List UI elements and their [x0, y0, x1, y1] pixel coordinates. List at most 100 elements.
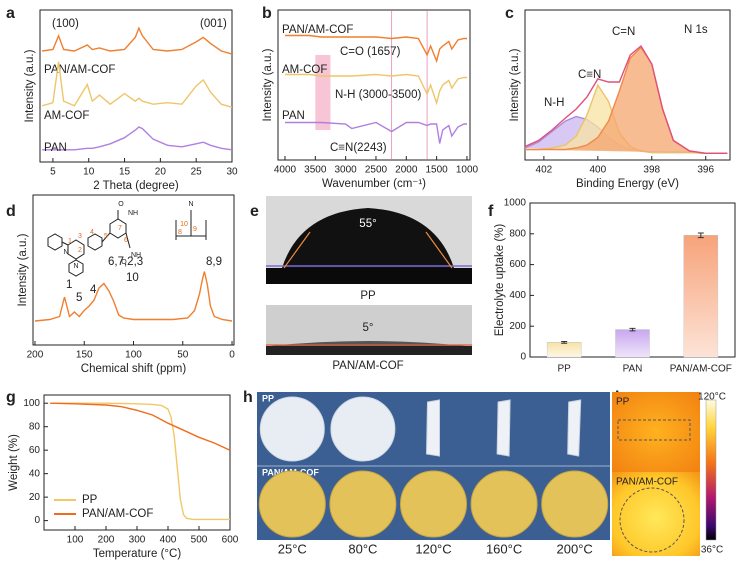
- annotation: (100): [52, 18, 79, 30]
- x-tick-label: 600: [222, 535, 239, 546]
- tangent: [283, 231, 311, 269]
- sample-outline: [619, 487, 685, 553]
- sample-cof: [329, 470, 397, 538]
- panel-label: g: [6, 389, 16, 406]
- x-axis-label: Chemical shift (ppm): [81, 363, 187, 375]
- bond: [61, 241, 69, 246]
- structure-label: O: [118, 201, 124, 208]
- line: [34, 271, 233, 322]
- chart-a: a 5 10 15 20 25 30 2 Theta (degree) Intensity (a…: [6, 5, 238, 192]
- colorbar-label: 36°C: [701, 545, 723, 556]
- x-tick-label: 3000: [335, 165, 358, 176]
- bond: [125, 232, 131, 249]
- ring: [47, 233, 63, 251]
- plot-frame: [32, 194, 235, 346]
- structure-label: N: [63, 249, 68, 256]
- photo-i: i PP PAN/AM-COF 120°C 36°C: [612, 389, 726, 556]
- plot-frame: [277, 9, 471, 161]
- x-tick-label: 400: [589, 165, 606, 176]
- structure-label: 1: [68, 238, 72, 245]
- structure-label: 10: [180, 221, 188, 228]
- sample-cof: [258, 470, 326, 538]
- x-tick-label: 100: [67, 535, 84, 546]
- y-axis-label: Weight (%): [8, 434, 20, 491]
- temperature-label: 80°C: [348, 541, 377, 556]
- photo-e: e 55° PP 5° PAN/AM-COF: [250, 196, 472, 372]
- annotation: 8,9: [206, 256, 222, 268]
- series-label: PAN: [44, 142, 67, 154]
- y-tick-label: 1000: [504, 198, 527, 209]
- x-tick-label: 200: [27, 350, 44, 361]
- bond: [101, 232, 111, 243]
- x-tick-label: 4000: [274, 165, 297, 176]
- x-axis-label: Binding Energy (eV): [576, 178, 679, 190]
- x-tick-label: 396: [697, 165, 714, 176]
- series-label: C≡N: [578, 69, 601, 81]
- annotation: N-H (3000-3500): [335, 89, 421, 101]
- series-label: C=N: [612, 26, 635, 38]
- legend-label: PAN/AM-COF: [82, 508, 153, 520]
- y-tick-label: 800: [509, 228, 526, 239]
- line: [285, 121, 467, 144]
- structure-label: 3: [78, 233, 82, 240]
- series-label: PAN/AM-COF: [282, 24, 353, 36]
- structure-label: 7: [118, 225, 122, 232]
- chart-f: f 0 200 400 600 800 1000 Electrolyte uptake (%)…: [488, 198, 736, 375]
- x-tick-label: 10: [83, 167, 95, 178]
- y-tick-label: 200: [509, 321, 526, 332]
- x-tick-label: 2500: [365, 165, 388, 176]
- panel-label: d: [6, 203, 16, 220]
- x-axis-label: Temperature (°C): [93, 548, 181, 560]
- x-tick-label: 15: [119, 167, 131, 178]
- bar-shade: [615, 329, 650, 357]
- colorbar: [705, 399, 717, 541]
- structure-label: NH: [131, 252, 141, 259]
- y-tick-label: 80: [29, 421, 41, 432]
- x-axis-label: 2 Theta (degree): [93, 180, 179, 192]
- x-tick-label: 402: [536, 165, 553, 176]
- y-tick-label: 0: [520, 352, 526, 363]
- legend-label: PP: [82, 494, 98, 506]
- structure-label: 2: [78, 247, 82, 254]
- temperature-label: 120°C: [415, 541, 451, 556]
- structure-label: NH: [128, 210, 138, 217]
- structure-label: N: [188, 201, 193, 208]
- substrate: [266, 346, 472, 355]
- structure-label: 8: [178, 229, 182, 236]
- sample-pp-shrunk: [567, 399, 582, 457]
- sample-label: PAN/AM-COF: [332, 360, 403, 372]
- y-tick-label: 60: [29, 445, 41, 456]
- x-tick-label: 200: [98, 535, 115, 546]
- error-bar: [561, 340, 568, 344]
- row-label: PP: [262, 393, 274, 403]
- sample-cof: [400, 470, 467, 538]
- thermal-image: [612, 472, 700, 556]
- x-tick-label: PAN: [623, 364, 643, 375]
- panel-label: c: [505, 5, 514, 22]
- x-tick-label: 1000: [456, 165, 479, 176]
- x-tick-label: 300: [129, 535, 146, 546]
- x-tick-label: PP: [557, 364, 571, 375]
- x-tick-label: 3500: [304, 165, 327, 176]
- line: [50, 402, 230, 521]
- x-tick-label: 30: [226, 167, 238, 178]
- temperature-label: 160°C: [486, 541, 522, 556]
- thermal-image: [612, 392, 700, 472]
- droplet: [282, 208, 454, 268]
- temperature-label: 200°C: [557, 541, 593, 556]
- temperature-label: 25°C: [278, 541, 307, 556]
- chart-c: c 402 400 398 396 Binding Energy (eV) Intensit…: [505, 5, 731, 190]
- y-axis-label: Intensity (a.u.): [509, 48, 521, 121]
- tangent: [425, 231, 453, 269]
- annotation: 1: [66, 279, 72, 291]
- x-tick-label: 50: [177, 350, 189, 361]
- y-axis-label: Intensity (a.u.): [17, 233, 29, 306]
- angle-label: 5°: [363, 322, 374, 334]
- x-axis-label: Wavenumber (cm⁻¹): [322, 178, 426, 190]
- sample-pp-shrunk: [496, 399, 511, 457]
- structure-label: 9: [193, 226, 197, 233]
- x-tick-label: 1500: [426, 165, 449, 176]
- x-tick-label: 2000: [395, 165, 418, 176]
